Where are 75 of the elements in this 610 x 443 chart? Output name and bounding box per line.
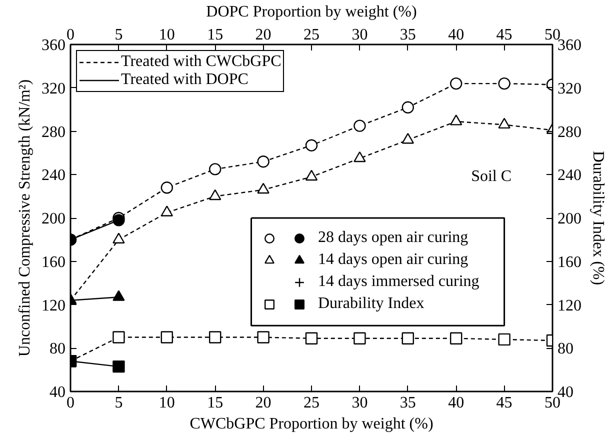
x2-tick-label: 40 xyxy=(448,394,464,412)
point xyxy=(112,331,125,344)
y-tick-label: 120 xyxy=(42,297,66,314)
point xyxy=(450,332,462,344)
x2-tick-label: 50 xyxy=(544,394,560,412)
point xyxy=(402,132,414,144)
point xyxy=(257,182,270,194)
x2-axis-title: DOPC Proportion by weight (%) xyxy=(206,4,417,20)
legend-label: 28 days open air curing xyxy=(318,228,468,248)
point xyxy=(257,331,270,344)
x-tick-label: 45 xyxy=(496,26,512,44)
point xyxy=(354,120,366,132)
point xyxy=(498,77,510,90)
point xyxy=(160,331,173,344)
point xyxy=(160,182,173,194)
y-axis-title: Unconfined Compressive Strength (kN/m²) xyxy=(16,79,34,357)
x2-tick-label: 45 xyxy=(496,394,512,412)
x2-tick-label: 10 xyxy=(158,394,175,412)
y-tick-label: 320 xyxy=(42,80,66,98)
x2-tick-label: 25 xyxy=(304,394,320,412)
x-tick-label: 40 xyxy=(448,26,464,44)
x-tick-label: 25 xyxy=(304,26,320,44)
x2-tick-label: 20 xyxy=(255,394,272,412)
x-tick-label: 15 xyxy=(207,26,224,44)
annotation: Treated with CWCbGPC xyxy=(121,53,282,71)
y-tick-label: 280 xyxy=(42,124,66,141)
y-tick-label: 200 xyxy=(42,210,66,228)
x2-tick-label: 5 xyxy=(114,394,123,412)
point xyxy=(257,156,270,168)
point xyxy=(209,163,222,176)
point xyxy=(112,232,125,244)
annotation: Treated with DOPC xyxy=(121,71,248,89)
point xyxy=(160,206,173,216)
point xyxy=(354,151,366,162)
x-tick-label: 5 xyxy=(114,26,123,44)
y2-tick-label: 160 xyxy=(558,254,582,271)
y2-tick-label: 80 xyxy=(558,340,574,358)
x2-tick-label: 15 xyxy=(207,394,224,412)
y-tick-label: 360 xyxy=(42,37,66,54)
x-tick-label: 50 xyxy=(544,26,560,44)
x-tick-label: 20 xyxy=(255,26,272,44)
y-tick-label: 40 xyxy=(50,384,66,401)
point xyxy=(402,332,414,344)
x2-tick-label: 0 xyxy=(66,394,74,412)
point xyxy=(209,189,222,200)
y2-axis-title: Durability Index (%) xyxy=(590,150,606,286)
y2-tick-label: 320 xyxy=(558,80,582,98)
x2-tick-label: 30 xyxy=(352,394,368,412)
point xyxy=(209,331,222,344)
point xyxy=(498,333,510,346)
x-axis-title: CWCbGPC Proportion by weight (%) xyxy=(190,416,434,432)
y2-tick-label: 120 xyxy=(558,297,582,314)
point xyxy=(305,139,318,152)
point xyxy=(450,114,462,126)
point xyxy=(450,77,462,90)
point xyxy=(305,170,318,181)
x-tick-label: 0 xyxy=(66,26,74,44)
y-tick-label: 80 xyxy=(50,340,66,358)
legend-label: 14 days open air curing xyxy=(318,250,468,270)
legend-label: 14 days immersed curing xyxy=(318,272,480,292)
point xyxy=(305,332,318,344)
y2-tick-label: 280 xyxy=(558,124,582,141)
point xyxy=(402,101,414,114)
point xyxy=(354,332,366,344)
point xyxy=(498,118,510,129)
y2-tick-label: 240 xyxy=(558,167,582,184)
annotation: Soil C xyxy=(471,168,512,186)
y-tick-label: 240 xyxy=(42,167,66,184)
x-tick-label: 10 xyxy=(158,26,175,44)
y-tick-label: 160 xyxy=(42,254,66,271)
x-tick-label: 35 xyxy=(400,26,416,44)
x2-tick-label: 35 xyxy=(400,394,416,412)
legend-label: Durability Index xyxy=(318,294,424,314)
x-tick-label: 30 xyxy=(352,26,368,44)
y2-tick-label: 200 xyxy=(558,210,582,228)
